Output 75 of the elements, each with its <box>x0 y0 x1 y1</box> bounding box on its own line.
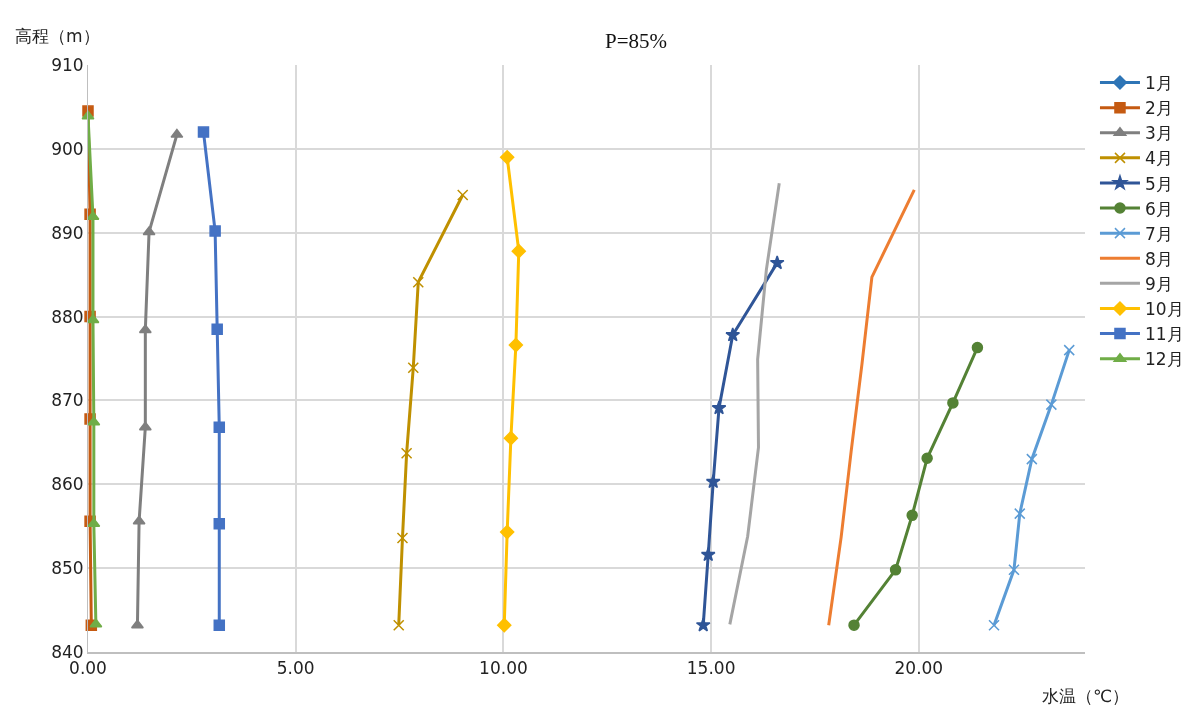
point <box>130 619 144 629</box>
point <box>695 617 711 632</box>
x-axis-title: 水温（℃） <box>1042 686 1130 706</box>
legend-label: 12月 <box>1144 349 1184 370</box>
point <box>947 397 959 409</box>
point <box>503 430 519 446</box>
point <box>396 532 409 544</box>
point <box>89 618 103 628</box>
x-tick-label: 20.00 <box>894 658 944 679</box>
chart-title: P=85% <box>605 29 668 53</box>
line-series <box>728 181 781 626</box>
y-axis-title: 高程（m） <box>15 26 100 46</box>
point <box>971 341 984 354</box>
point <box>213 619 226 631</box>
legend-label: 10月 <box>1144 299 1184 320</box>
y-tick-label: 900 <box>51 138 84 159</box>
point <box>392 619 405 631</box>
legend-label: 1月 <box>1144 73 1173 94</box>
point <box>848 619 860 631</box>
point <box>407 361 420 374</box>
point <box>499 149 515 165</box>
point <box>1045 398 1058 411</box>
legend-label: 2月 <box>1144 98 1173 119</box>
point <box>197 126 210 138</box>
point <box>1014 507 1026 520</box>
point <box>412 276 425 288</box>
legend-label: 7月 <box>1144 223 1173 244</box>
point <box>508 337 524 353</box>
point <box>142 226 156 236</box>
point <box>921 452 933 465</box>
x-tick-label: 5.00 <box>276 658 315 679</box>
point <box>87 517 101 527</box>
y-tick-label: 880 <box>51 306 84 327</box>
point <box>700 546 716 562</box>
point <box>1026 453 1038 465</box>
y-tick-label: 870 <box>51 390 84 411</box>
point <box>711 400 727 415</box>
point <box>213 517 226 530</box>
point <box>725 327 741 342</box>
legend-label: 8月 <box>1144 248 1173 269</box>
y-tick-label: 890 <box>51 222 84 243</box>
legend-label: 11月 <box>1144 324 1184 345</box>
legend-label: 3月 <box>1144 123 1173 144</box>
legend-label: 5月 <box>1144 173 1173 194</box>
x-tick-label: 10.00 <box>479 658 528 679</box>
point <box>889 564 902 576</box>
point <box>211 323 223 335</box>
point <box>86 314 100 324</box>
point <box>906 509 918 522</box>
point <box>988 619 1000 631</box>
point <box>705 474 721 489</box>
point <box>86 211 100 221</box>
point <box>497 617 512 633</box>
point <box>511 243 527 259</box>
point <box>400 447 413 460</box>
legend-label: 4月 <box>1144 148 1173 169</box>
y-tick-label: 910 <box>51 54 84 75</box>
point <box>213 421 226 434</box>
point <box>87 416 101 426</box>
point <box>1008 564 1020 576</box>
x-tick-label: 15.00 <box>686 658 736 679</box>
point <box>138 421 152 431</box>
point <box>499 524 515 540</box>
point <box>456 189 469 201</box>
point <box>170 128 184 138</box>
point <box>132 515 146 525</box>
y-tick-label: 860 <box>51 474 84 495</box>
legend-label: 6月 <box>1144 198 1173 219</box>
point <box>209 225 221 237</box>
legend-label: 9月 <box>1144 273 1173 294</box>
y-tick-label: 850 <box>51 558 84 579</box>
line-series <box>827 188 916 627</box>
point <box>769 255 785 270</box>
point <box>138 324 152 334</box>
point <box>1063 344 1075 356</box>
